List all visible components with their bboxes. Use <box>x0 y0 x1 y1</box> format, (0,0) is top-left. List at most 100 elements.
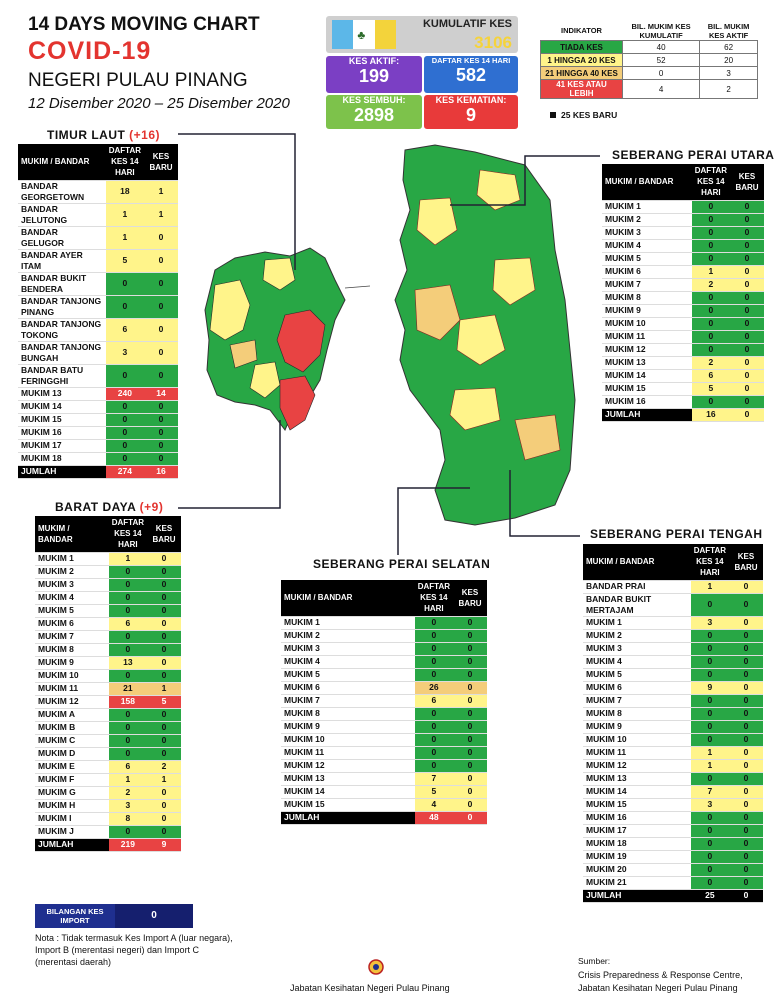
mukim-name: MUKIM 6 <box>602 265 692 279</box>
kumulatif-label: KUMULATIF KES <box>422 18 512 30</box>
mukim-name: BANDAR TANJONG PINANG <box>18 295 106 319</box>
daftar-kes-value: 0 <box>691 226 730 240</box>
kes-baru-value: 0 <box>729 642 763 656</box>
kes-baru-value: 0 <box>729 759 763 773</box>
total-row: JUMLAH 16 0 <box>602 408 764 422</box>
daftar-kes-value: 1 <box>691 265 730 279</box>
daftar-kes-value: 0 <box>414 655 453 669</box>
kes-baru-value: 0 <box>729 876 763 890</box>
daftar-kes-value: 0 <box>690 772 729 786</box>
daftar-kes-value: 1 <box>690 580 729 594</box>
total-baru-value: 0 <box>453 811 487 825</box>
table-row: MUKIM 17 0 0 <box>18 439 178 453</box>
date-range: 12 Disember 2020 – 25 Disember 2020 <box>28 95 290 112</box>
kes-baru-value: 0 <box>729 720 763 734</box>
mukim-name: MUKIM 15 <box>18 413 106 427</box>
kes-baru-value: 0 <box>147 656 181 670</box>
kes-baru-value: 0 <box>453 785 487 799</box>
table-row: BANDAR TANJONG PINANG 0 0 <box>18 295 178 319</box>
daftar-kes-value: 1 <box>105 226 144 250</box>
daftar-box: DAFTAR KES 14 HARI 582 <box>424 56 518 93</box>
mukim-name: MUKIM 15 <box>281 798 415 812</box>
mukim-name: MUKIM 3 <box>583 642 691 656</box>
daftar-kes-value: 6 <box>108 617 147 631</box>
kes-baru-value: 0 <box>453 694 487 708</box>
kes-baru-value: 0 <box>147 617 181 631</box>
column-header: MUKIM / BANDAR <box>18 144 106 181</box>
barat-daya-increase: (+9) <box>139 500 164 514</box>
mukim-name: MUKIM 4 <box>602 239 692 253</box>
table-row: MUKIM 12 0 0 <box>281 759 487 773</box>
total-baru-value: 9 <box>147 838 181 852</box>
daftar-kes-value: 0 <box>108 708 147 722</box>
mukim-name: MUKIM 6 <box>583 681 691 695</box>
kes-baru-value: 0 <box>147 799 181 813</box>
sembuh-label: KES SEMBUH: <box>342 95 406 105</box>
table-row: MUKIM 15 0 0 <box>18 413 178 427</box>
kes-baru-value: 0 <box>453 798 487 812</box>
kes-baru-value: 0 <box>147 578 181 592</box>
daftar-kes-value: 0 <box>414 759 453 773</box>
table-row: MUKIM 17 0 0 <box>583 824 763 838</box>
mukim-name: BANDAR JELUTONG <box>18 203 106 227</box>
table-row: BANDAR GELUGOR 1 0 <box>18 226 178 250</box>
daftar-kes-value: 0 <box>105 413 144 427</box>
table-row: MUKIM 16 0 0 <box>602 395 764 409</box>
kes-baru-value: 0 <box>729 668 763 682</box>
mukim-name: MUKIM 12 <box>602 343 692 357</box>
kes-baru-value: 0 <box>729 733 763 747</box>
daftar-kes-value: 0 <box>690 694 729 708</box>
daftar-kes-value: 21 <box>108 682 147 696</box>
kes-baru-value: 0 <box>453 759 487 773</box>
table-row: MUKIM 19 0 0 <box>583 850 763 864</box>
table-row: MUKIM 13 240 14 <box>18 387 178 401</box>
mukim-name: BANDAR PRAI <box>583 580 691 594</box>
total-label: JUMLAH <box>281 811 415 825</box>
daftar-kes-value: 2 <box>691 356 730 370</box>
table-row: BANDAR AYER ITAM 5 0 <box>18 249 178 273</box>
timur-laut-heading: TIMUR LAUT (+16) <box>47 128 160 142</box>
kes-baru-value: 0 <box>144 318 178 342</box>
column-header: MUKIM / BANDAR <box>602 164 692 201</box>
kes-baru-value: 0 <box>144 364 178 388</box>
daftar-kes-value: 0 <box>414 746 453 760</box>
total-daftar-value: 25 <box>690 889 729 903</box>
daftar-kes-value: 0 <box>105 426 144 440</box>
table-row: MUKIM 15 3 0 <box>583 798 763 812</box>
daftar-kes-value: 0 <box>108 591 147 605</box>
daftar-kes-value: 6 <box>108 760 147 774</box>
mukim-name: MUKIM 14 <box>583 785 691 799</box>
kes-baru-value: 0 <box>453 733 487 747</box>
daftar-kes-value: 3 <box>690 798 729 812</box>
mukim-name: MUKIM 11 <box>602 330 692 344</box>
timur-laut-increase: (+16) <box>129 128 161 142</box>
mukim-name: MUKIM 16 <box>602 395 692 409</box>
total-label: JUMLAH <box>18 465 106 479</box>
table-row: BANDAR GEORGETOWN 18 1 <box>18 180 178 204</box>
mukim-name: MUKIM 1 <box>602 200 692 214</box>
kes-baru-value: 0 <box>729 863 763 877</box>
daftar-kes-value: 0 <box>691 304 730 318</box>
table-header-row: MUKIM / BANDAR DAFTAR KES 14 HARI KES BARU <box>281 580 487 617</box>
kes-baru-value: 1 <box>147 682 181 696</box>
daftar-kes-value: 0 <box>690 629 729 643</box>
total-label: JUMLAH <box>35 838 109 852</box>
kes-baru-value: 0 <box>453 681 487 695</box>
mukim-name: MUKIM 9 <box>281 720 415 734</box>
daftar-kes-value: 18 <box>105 180 144 204</box>
sp-utara-table: MUKIM / BANDAR DAFTAR KES 14 HARI KES BARU… <box>602 164 764 422</box>
table-row: BANDAR TANJONG TOKONG 6 0 <box>18 318 178 342</box>
indicator-header-kumulatif: BIL. MUKIM KES KUMULATIF <box>631 22 691 40</box>
sp-tengah-table: MUKIM / BANDAR DAFTAR KES 14 HARI KES BARU… <box>583 544 763 903</box>
mukim-name: MUKIM 18 <box>583 837 691 851</box>
